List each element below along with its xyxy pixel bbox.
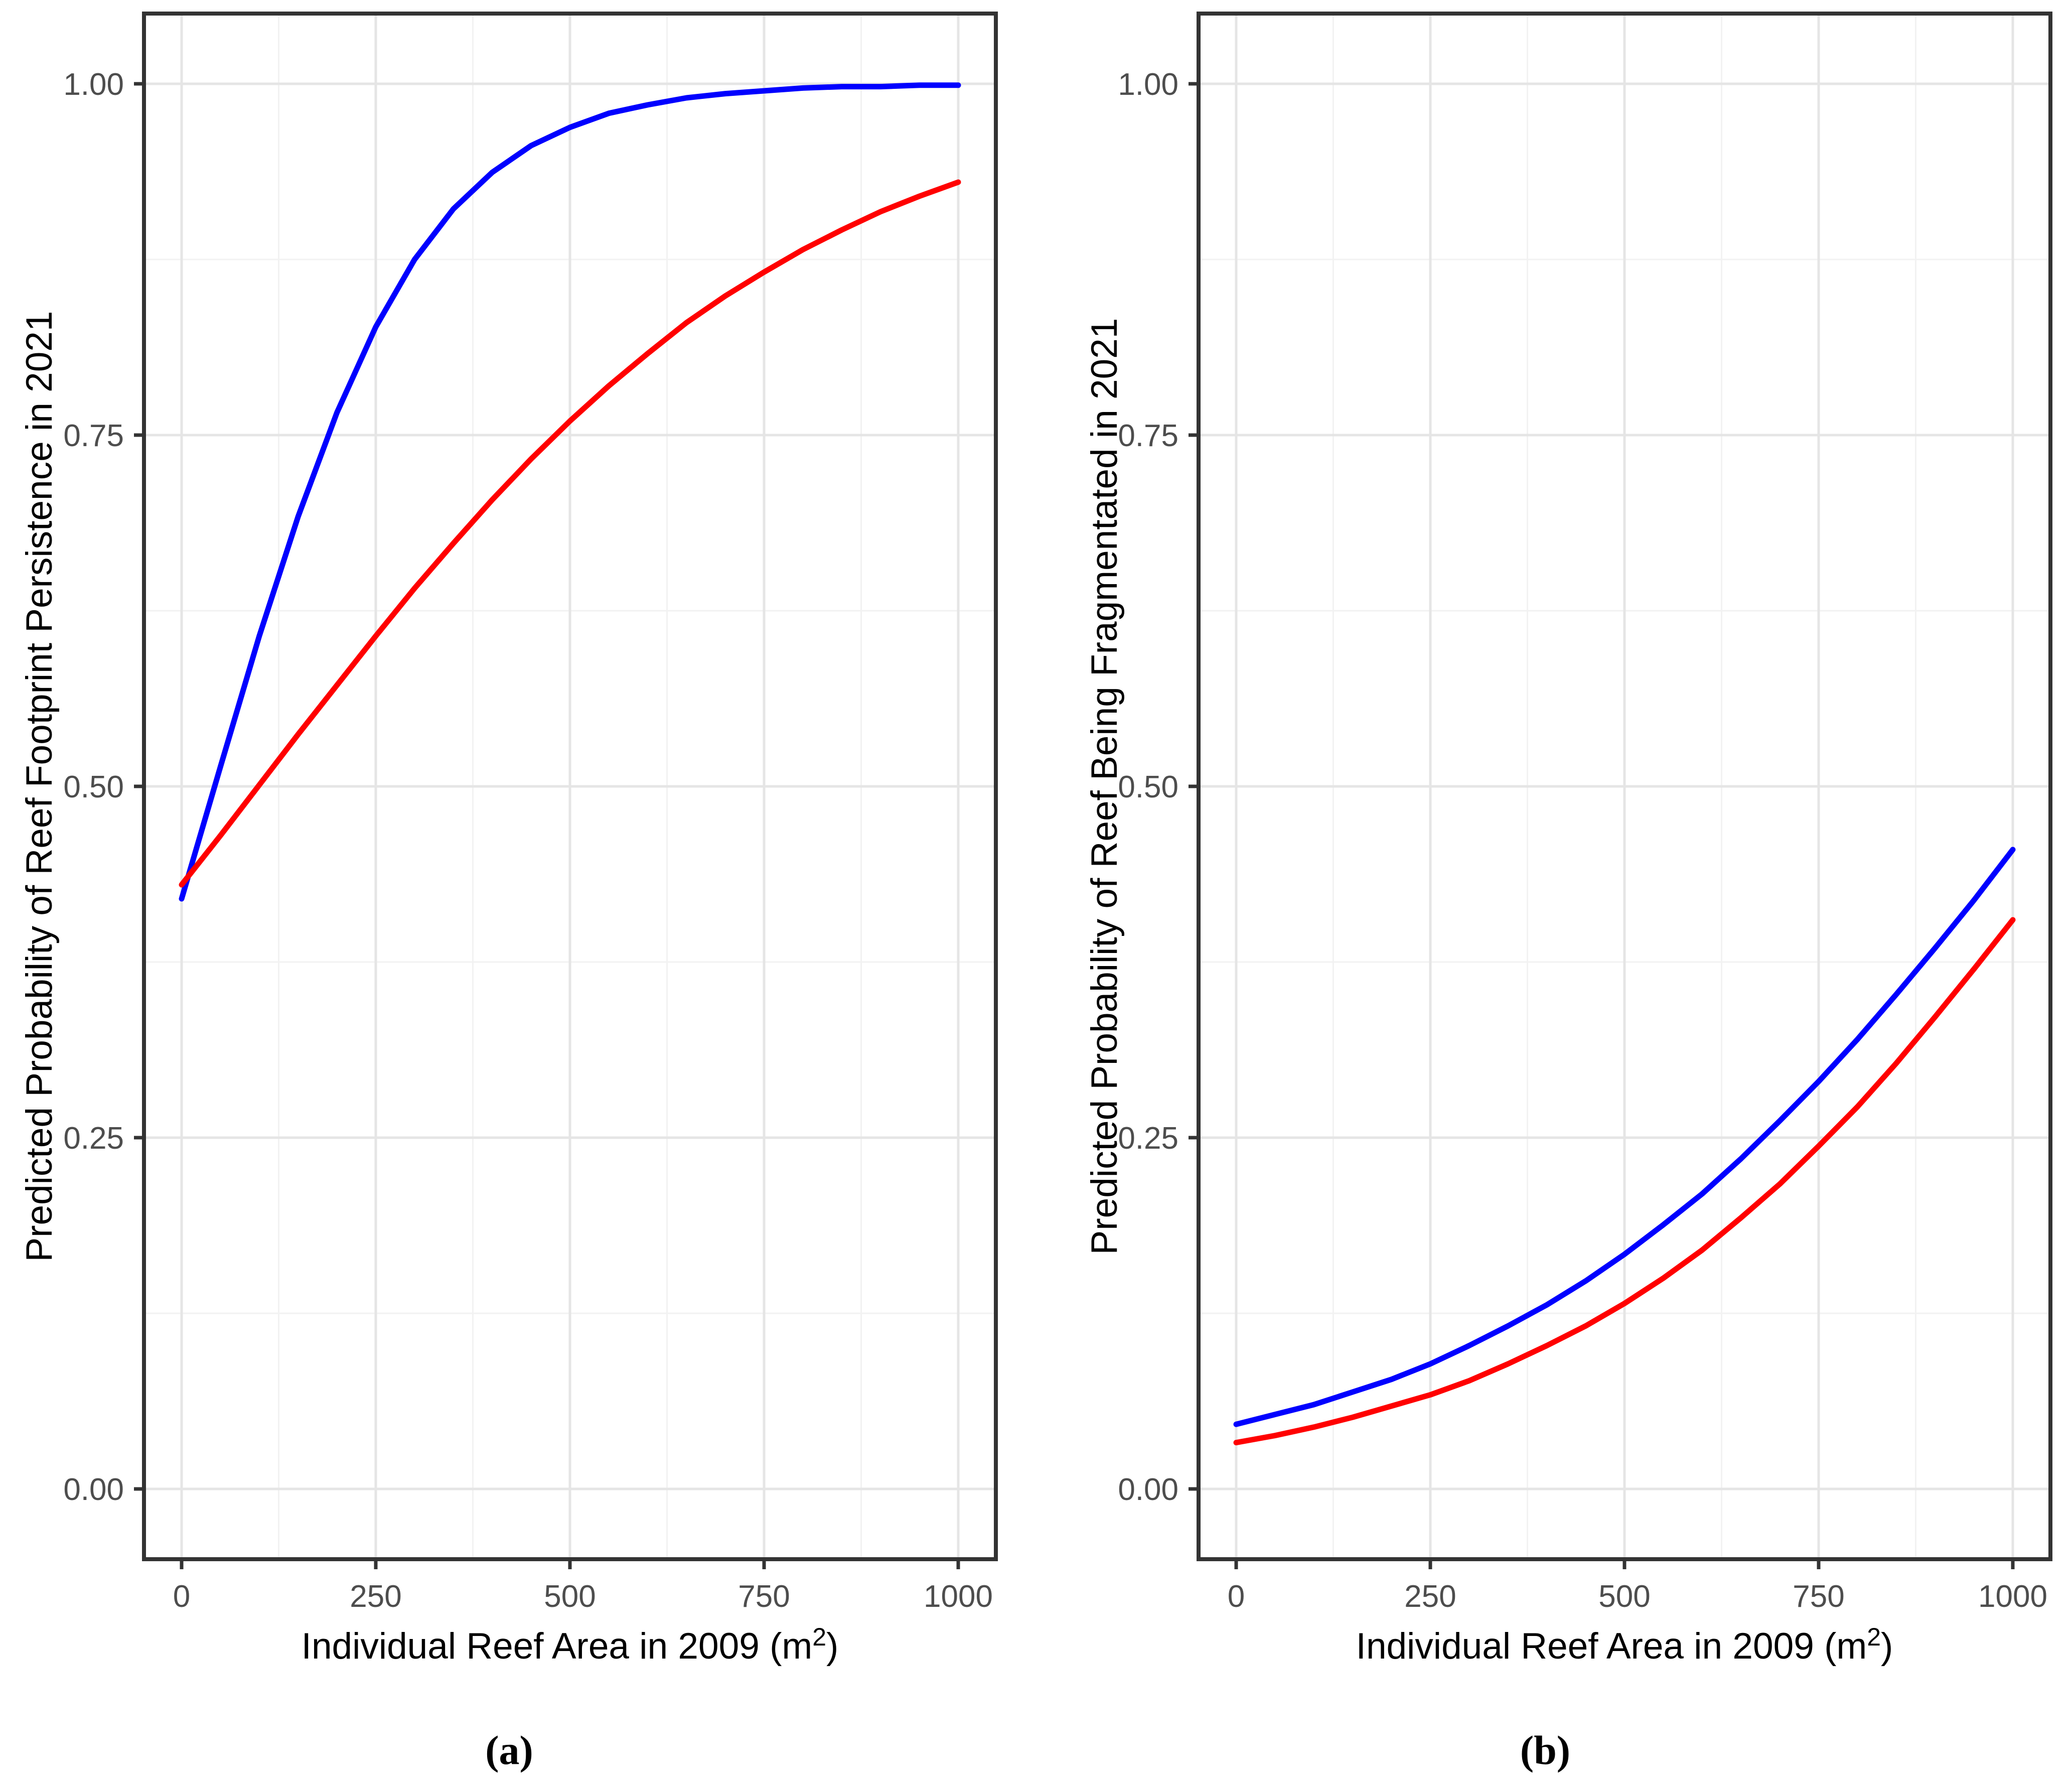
- y-tick-label: 1.00: [1118, 67, 1178, 102]
- x-tick-label: 500: [544, 1579, 596, 1614]
- panel-a-x-title-prefix: Individual Reef Area in 2009 (m: [302, 1626, 813, 1667]
- panel-a-y-axis-title: Predicted Probability of Reef Footprint …: [19, 311, 60, 1262]
- panel-b-x-title-suffix: ): [1881, 1626, 1893, 1667]
- blue-line-curve: [179, 82, 961, 902]
- y-tick-label: 1.00: [63, 67, 124, 102]
- x-tick-label: 750: [1793, 1579, 1844, 1614]
- panel-a-x-title-suffix: ): [826, 1626, 838, 1667]
- red-line-curve: [179, 179, 961, 888]
- panel-b: 0.00 0.25 0.50 0.75 1.00 0 250 500 750 1000 Predi…: [1084, 12, 2052, 1773]
- x-tick-label: 250: [350, 1579, 401, 1614]
- y-tick-label: 0.75: [63, 419, 124, 453]
- panel-a-curves: [179, 82, 961, 902]
- panel-b-curves: [1233, 847, 2016, 1446]
- panel-b-x-title-prefix: Individual Reef Area in 2009 (m: [1356, 1626, 1867, 1667]
- x-tick-label: 250: [1404, 1579, 1456, 1614]
- panel-a-caption: (a): [485, 1727, 533, 1773]
- y-tick-label: 0.00: [63, 1472, 124, 1507]
- x-tick-label: 1000: [1978, 1579, 2047, 1614]
- y-tick-label: 0.75: [1118, 419, 1178, 453]
- y-tick-label: 0.25: [1118, 1121, 1178, 1156]
- x-tick-label: 750: [738, 1579, 790, 1614]
- red-line-curve: [1233, 917, 2016, 1446]
- panel-b-axis-ticks: 0.00 0.25 0.50 0.75 1.00 0 250 500 750 1000: [1118, 67, 2047, 1614]
- panel-a-x-axis-title: Individual Reef Area in 2009 (m2): [302, 1623, 839, 1667]
- y-tick-label: 0.50: [1118, 770, 1178, 804]
- panel-b-x-axis-title: Individual Reef Area in 2009 (m2): [1356, 1623, 1893, 1667]
- x-tick-label: 1000: [924, 1579, 993, 1614]
- panel-a-axis-ticks: 0.00 0.25 0.50 0.75 1.00 0 250 500 750 1000: [63, 67, 993, 1614]
- x-tick-label: 0: [173, 1579, 190, 1614]
- y-tick-label: 0.00: [1118, 1472, 1178, 1507]
- panel-a-gridlines: [144, 14, 996, 1559]
- panel-b-caption: (b): [1520, 1727, 1570, 1773]
- blue-line-curve: [1233, 847, 2016, 1427]
- y-tick-label: 0.50: [63, 770, 124, 804]
- panel-b-y-axis-title: Predicted Probability of Reef Being Frag…: [1084, 318, 1125, 1255]
- panel-b-x-title-superscript: 2: [1867, 1623, 1881, 1651]
- panel-a-x-title-superscript: 2: [812, 1623, 826, 1651]
- x-tick-label: 500: [1598, 1579, 1650, 1614]
- panel-a: 0.00 0.25 0.50 0.75 1.00 0 250 500 750 1000 Predi…: [19, 12, 998, 1773]
- y-tick-label: 0.25: [63, 1121, 124, 1156]
- panel-b-gridlines: [1199, 14, 2050, 1559]
- x-tick-label: 0: [1228, 1579, 1245, 1614]
